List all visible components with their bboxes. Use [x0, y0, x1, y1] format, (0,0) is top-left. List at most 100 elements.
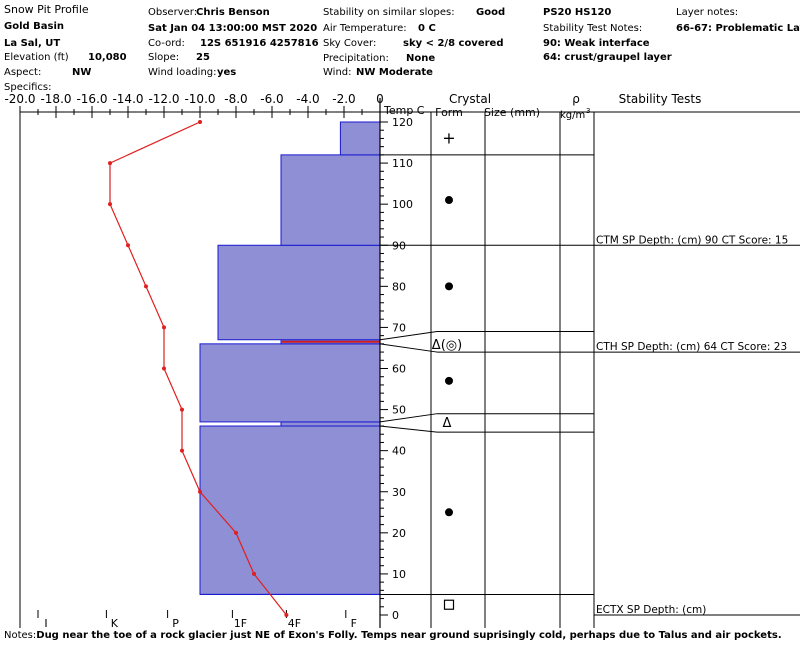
- crystal-form-symbol: [445, 376, 453, 385]
- depth-tick-label: 60: [392, 363, 406, 376]
- density-unit-superscript: 3: [586, 107, 590, 115]
- depth-tick-label: 120: [392, 116, 413, 129]
- depth-axis-label: Temp C: [383, 104, 425, 117]
- depth-tick-label: 30: [392, 486, 406, 499]
- depth-tick-label: 0: [392, 609, 399, 622]
- form-header: Form: [435, 106, 463, 119]
- depth-tick-label: 10: [392, 568, 406, 581]
- temperature-point: [162, 325, 166, 330]
- depth-tick-label: 70: [392, 321, 406, 334]
- depth-tick-label: 100: [392, 198, 413, 211]
- stability-test-label: CTM SP Depth: (cm) 90 CT Score: 15: [596, 234, 788, 246]
- layer-connector: [379, 331, 438, 341]
- density-header: ρ: [572, 92, 580, 106]
- coord-value: 12S 651916 4257816: [200, 38, 319, 49]
- coord-label: Co-ord:: [148, 38, 185, 49]
- wind-value: NW Moderate: [356, 67, 433, 78]
- temperature-point: [108, 202, 112, 207]
- stability-test-label: CTH SP Depth: (cm) 64 CT Score: 23: [596, 341, 787, 353]
- layer-note-1: 66-67: Problematic Layer: [676, 23, 800, 34]
- precipitation-value: None: [406, 53, 436, 64]
- elevation-label: Elevation (ft): [4, 52, 69, 63]
- specifics-label: Specifics:: [4, 82, 52, 93]
- crystal-form-symbol: +: [442, 128, 455, 147]
- stability-test-note-2: 64: crust/graupel layer: [543, 52, 672, 63]
- observer-value: Chris Benson: [196, 7, 270, 18]
- air-temp-value: 0 C: [418, 23, 436, 34]
- depth-tick-label: 40: [392, 445, 406, 458]
- observer-label: Observer:: [148, 7, 198, 18]
- temperature-point: [126, 243, 130, 248]
- wind-loading-value: yes: [217, 67, 237, 78]
- depth-tick-label: 50: [392, 404, 406, 417]
- location-name: Gold Basin: [4, 21, 65, 32]
- layer-notes-label: Layer notes:: [676, 7, 739, 18]
- depth-tick-label: 80: [392, 280, 406, 293]
- depth-tick-label: 110: [392, 157, 413, 170]
- hardness-tick-label: 1F: [234, 617, 247, 630]
- temperature-point: [234, 530, 238, 535]
- size-header: Size (mm): [484, 106, 540, 119]
- temp-tick-label: -12.0: [148, 92, 179, 106]
- temperature-point: [198, 120, 202, 124]
- aspect-label: Aspect:: [4, 67, 42, 78]
- temp-tick-label: -14.0: [112, 92, 143, 106]
- temp-tick-label: -10.0: [184, 92, 215, 106]
- hardness-bar: [280, 421, 381, 427]
- temperature-point: [198, 489, 202, 494]
- wind-loading-label: Wind loading:: [148, 67, 217, 78]
- stability-header: Stability Tests: [619, 92, 702, 106]
- depth-tick-label: 20: [392, 527, 406, 540]
- stability-test-note-1: 90: Weak interface: [543, 38, 650, 49]
- temp-tick-label: -18.0: [40, 92, 71, 106]
- temperature-point: [180, 448, 184, 453]
- stability-label: Stability on similar slopes:: [323, 7, 455, 18]
- hardness-tick-label: I: [44, 617, 47, 630]
- temp-tick-label: -2.0: [332, 92, 355, 106]
- crystal-header: Crystal: [449, 92, 491, 106]
- air-temp-label: Air Temperature:: [323, 23, 407, 34]
- temp-tick-label: -4.0: [296, 92, 319, 106]
- notes-line: Notes:Dug near the toe of a rock glacier…: [4, 630, 782, 641]
- hardness-bar: [280, 154, 381, 246]
- region-name: La Sal, UT: [4, 38, 61, 49]
- hardness-bar: [339, 121, 381, 156]
- hardness-tick-label: P: [172, 617, 179, 630]
- crystal-form-symbol: [445, 196, 453, 205]
- hardness-tick-label: K: [111, 617, 119, 630]
- hardness-tick-label: F: [351, 617, 357, 630]
- sky-cover-value: sky < 2/8 covered: [403, 38, 504, 49]
- temp-tick-label: -16.0: [76, 92, 107, 106]
- density-unit: kg/m: [560, 110, 585, 121]
- crystal-form-symbol: Δ(◎): [432, 338, 462, 353]
- stability-value: Good: [476, 7, 506, 18]
- sky-cover-label: Sky Cover:: [323, 38, 377, 49]
- profile-title: Snow Pit Profile: [4, 3, 89, 16]
- notes-label: Notes:: [4, 630, 37, 641]
- crystal-form-symbol: [443, 599, 455, 610]
- temperature-point: [284, 613, 289, 617]
- slope-value: 25: [196, 52, 210, 63]
- temp-tick-label: 0: [376, 92, 384, 106]
- precipitation-label: Precipitation:: [323, 53, 389, 64]
- slope-label: Slope:: [148, 52, 180, 63]
- ps-hs-value: PS20 HS120: [543, 7, 612, 18]
- layer-connector: [379, 343, 438, 353]
- aspect-value: NW: [72, 67, 92, 78]
- crystal-form-symbol: [445, 508, 453, 517]
- crystal-form-symbol: Δ: [443, 416, 452, 431]
- elevation-value: 10,080: [88, 52, 127, 63]
- temp-tick-label: -8.0: [224, 92, 247, 106]
- notes-text: Dug near the toe of a rock glacier just …: [36, 630, 782, 641]
- layer-connector: [379, 413, 438, 423]
- stability-test-notes-label: Stability Test Notes:: [543, 23, 643, 34]
- temperature-point: [252, 571, 256, 576]
- temp-tick-label: -20.0: [4, 92, 35, 106]
- hardness-bar: [199, 425, 381, 595]
- temperature-point: [144, 284, 148, 289]
- layer-connector: [379, 425, 438, 433]
- temperature-point: [180, 407, 184, 412]
- hardness-bar: [217, 244, 381, 341]
- temperature-point: [162, 366, 166, 371]
